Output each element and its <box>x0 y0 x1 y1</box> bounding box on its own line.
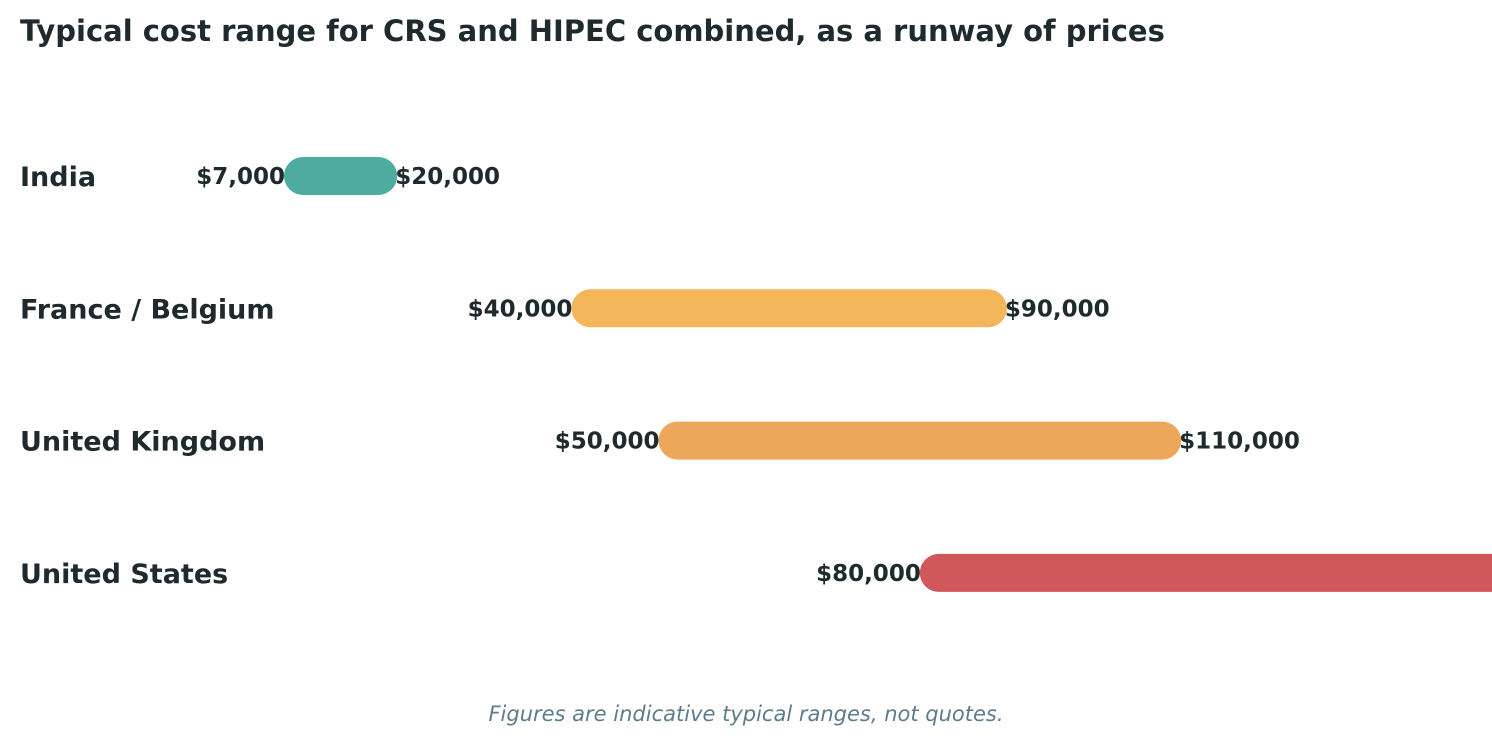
category-label-united-kingdom: United Kingdom <box>20 427 265 458</box>
low-value-label-united-kingdom: $50,000 <box>555 429 660 455</box>
category-label-united-states: United States <box>20 559 228 590</box>
footnote: Figures are indicative typical ranges, n… <box>488 702 1004 726</box>
high-value-label-united-kingdom: $110,000 <box>1179 429 1300 455</box>
low-value-label-united-states: $80,000 <box>816 561 921 587</box>
range-bar-united-kingdom <box>658 421 1182 460</box>
high-value-label-france-belgium: $90,000 <box>1005 296 1110 322</box>
range-bar-united-states <box>919 553 1492 592</box>
low-value-label-india: $7,000 <box>196 164 285 190</box>
range-bar-france-belgium <box>571 289 1007 328</box>
category-label-france-belgium: France / Belgium <box>20 294 275 325</box>
high-value-label-india: $20,000 <box>395 164 500 190</box>
chart-title: Typical cost range for CRS and HIPEC com… <box>20 14 1165 48</box>
category-label-india: India <box>20 162 96 193</box>
range-bar-india <box>284 157 398 195</box>
low-value-label-france-belgium: $40,000 <box>468 296 573 322</box>
